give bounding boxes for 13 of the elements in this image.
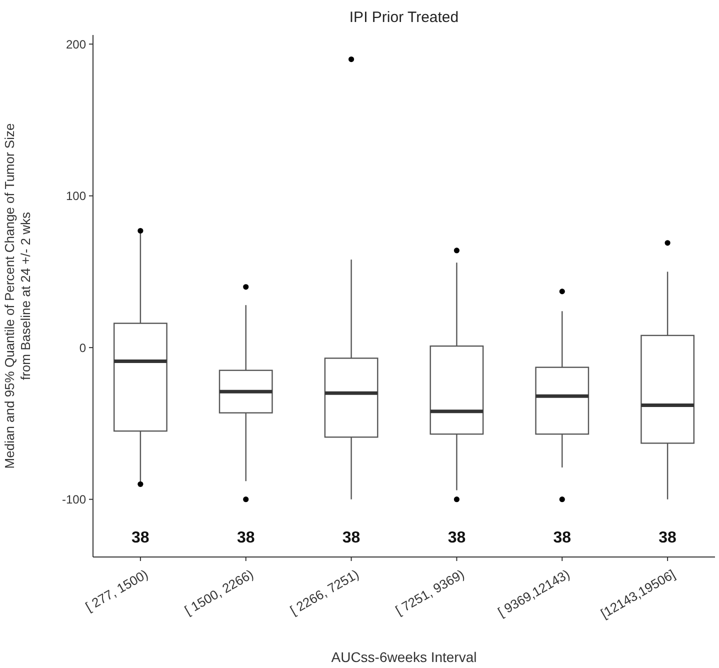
chart-title: IPI Prior Treated bbox=[349, 9, 459, 26]
annotation: 38 bbox=[236, 530, 255, 547]
y-tick-label: 0 bbox=[79, 340, 86, 355]
annotation: 38 bbox=[658, 530, 677, 547]
x-axis-title: AUCss-6weeks Interval bbox=[331, 649, 477, 665]
y-tick-label: -100 bbox=[62, 492, 86, 507]
annotation: 38 bbox=[342, 530, 360, 547]
annotation: 38 bbox=[132, 530, 150, 547]
annotation: 38 bbox=[553, 530, 572, 547]
y-tick-label: 100 bbox=[66, 189, 86, 204]
y-axis-title: Median and 95% Quantile of Percent Change of Tumor Size from Baseline at 24 +/- 2 wks bbox=[2, 123, 33, 469]
y-tick-label: 200 bbox=[66, 37, 86, 52]
annotation: 38 bbox=[448, 530, 466, 547]
